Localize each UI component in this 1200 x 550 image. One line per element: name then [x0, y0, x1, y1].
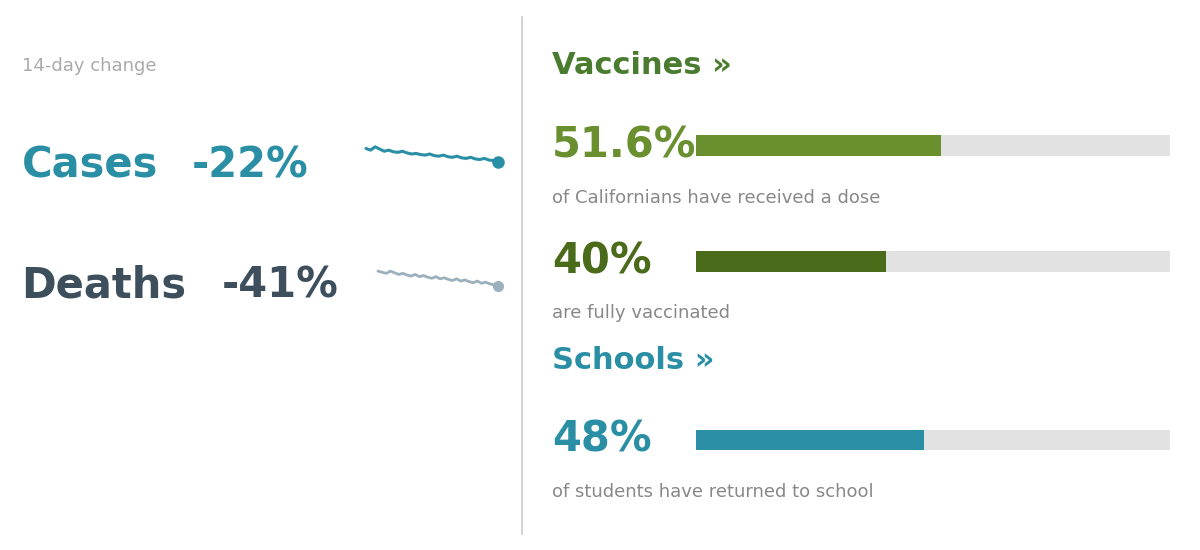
Text: 14-day change: 14-day change [22, 57, 156, 75]
Text: -41%: -41% [222, 265, 338, 307]
Text: 51.6%: 51.6% [552, 125, 696, 167]
Text: 48%: 48% [552, 419, 652, 461]
Text: Schools »: Schools » [552, 346, 714, 375]
Bar [696, 251, 886, 272]
Text: of Californians have received a dose: of Californians have received a dose [552, 189, 881, 207]
Bar [696, 430, 924, 450]
Text: Cases: Cases [22, 144, 158, 186]
Text: of students have returned to school: of students have returned to school [552, 483, 874, 501]
Bar [696, 135, 1170, 156]
Bar [696, 430, 1170, 450]
Text: Deaths: Deaths [22, 265, 187, 307]
Text: -22%: -22% [192, 144, 308, 186]
Text: Vaccines »: Vaccines » [552, 52, 732, 80]
Text: 40%: 40% [552, 240, 652, 282]
Bar [696, 251, 1170, 272]
Text: are fully vaccinated: are fully vaccinated [552, 305, 730, 322]
Bar [696, 135, 941, 156]
